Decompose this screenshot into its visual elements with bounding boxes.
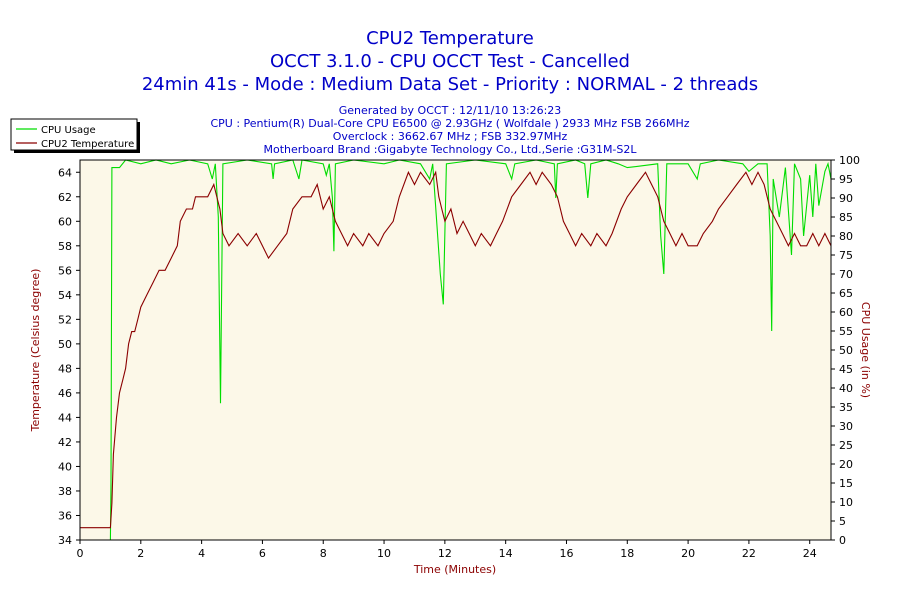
x-tick-label: 4: [198, 547, 205, 560]
right-tick-label: 40: [839, 382, 853, 395]
left-tick-label: 48: [58, 362, 72, 375]
left-axis-ticks: 34 36 38 40 42 44 46 48 50 52 54 56 58 60 62 64: [58, 166, 80, 547]
x-tick-label: 16: [559, 547, 573, 560]
x-tick-label: 2: [137, 547, 144, 560]
plot-frame: [79, 159, 832, 541]
info-cpu: CPU : Pentium(R) Dual-Core CPU E6500 @ 2…: [210, 117, 689, 130]
right-tick-label: 60: [839, 306, 853, 319]
x-tick-label: 0: [77, 547, 84, 560]
legend-label-cpu2-temperature: CPU2 Temperature: [41, 139, 134, 150]
left-tick-label: 42: [58, 436, 72, 449]
left-tick-label: 56: [58, 264, 72, 277]
x-axis-title: Time (Minutes): [413, 563, 496, 576]
right-tick-label: 30: [839, 420, 853, 433]
right-tick-label: 85: [839, 211, 853, 224]
right-tick-label: 80: [839, 230, 853, 243]
left-tick-label: 38: [58, 485, 72, 498]
x-tick-label: 18: [620, 547, 634, 560]
left-tick-label: 62: [58, 191, 72, 204]
series-layer: [80, 159, 832, 541]
legend-label-cpu-usage: CPU Usage: [41, 125, 96, 136]
plot-area: [80, 160, 831, 540]
right-axis-title: CPU Usage (in %): [859, 302, 872, 398]
x-tick-label: 20: [681, 547, 695, 560]
info-motherboard: Motherboard Brand :Gigabyte Technology C…: [263, 143, 637, 156]
right-tick-label: 100: [839, 154, 860, 167]
left-tick-label: 44: [58, 411, 72, 424]
right-tick-label: 50: [839, 344, 853, 357]
x-tick-label: 6: [259, 547, 266, 560]
left-axis-title: Temperature (Celsius degree): [29, 269, 42, 433]
chart-subtitle-mode: 24min 41s - Mode : Medium Data Set - Pri…: [142, 74, 758, 95]
right-tick-label: 20: [839, 458, 853, 471]
right-tick-label: 55: [839, 325, 853, 338]
left-tick-label: 46: [58, 387, 72, 400]
chart-title: CPU2 Temperature: [366, 28, 534, 49]
left-tick-label: 60: [58, 215, 72, 228]
right-tick-label: 45: [839, 363, 853, 376]
right-tick-label: 75: [839, 249, 853, 262]
right-axis-ticks: 0 5 10 15 20 25 30 35 40 45 50 55 60 65 70 75 80 85 90 95 10…: [831, 154, 860, 547]
chart-subtitle-test: OCCT 3.1.0 - CPU OCCT Test - Cancelled: [270, 51, 630, 72]
left-tick-label: 64: [58, 166, 72, 179]
left-tick-label: 40: [58, 460, 72, 473]
right-tick-label: 70: [839, 268, 853, 281]
x-axis-ticks: 0 2 4 6 8 10 12 14 16 18 20 22 24: [77, 540, 817, 560]
left-tick-label: 34: [58, 534, 72, 547]
left-tick-label: 58: [58, 240, 72, 253]
right-tick-label: 15: [839, 477, 853, 490]
right-tick-label: 95: [839, 173, 853, 186]
legend-box: [10, 118, 138, 151]
x-tick-label: 12: [438, 547, 452, 560]
series-line-cpu2-temperature: [80, 170, 832, 529]
right-tick-label: 90: [839, 192, 853, 205]
info-overclock: Overclock : 3662.67 MHz ; FSB 332.97MHz: [333, 130, 568, 143]
left-tick-label: 50: [58, 338, 72, 351]
x-tick-label: 14: [499, 547, 513, 560]
right-tick-label: 10: [839, 496, 853, 509]
legend: CPU Usage CPU2 Temperature: [10, 118, 140, 153]
left-tick-label: 54: [58, 289, 72, 302]
x-tick-label: 22: [742, 547, 756, 560]
right-tick-label: 65: [839, 287, 853, 300]
x-tick-label: 10: [377, 547, 391, 560]
x-tick-label: 24: [803, 547, 817, 560]
right-tick-label: 5: [839, 515, 846, 528]
right-tick-label: 0: [839, 534, 846, 547]
right-tick-label: 35: [839, 401, 853, 414]
series-line-cpu-usage: [80, 159, 832, 541]
x-tick-label: 8: [320, 547, 327, 560]
left-tick-label: 52: [58, 313, 72, 326]
right-tick-label: 25: [839, 439, 853, 452]
info-generated: Generated by OCCT : 12/11/10 13:26:23: [339, 104, 562, 117]
left-tick-label: 36: [58, 509, 72, 522]
